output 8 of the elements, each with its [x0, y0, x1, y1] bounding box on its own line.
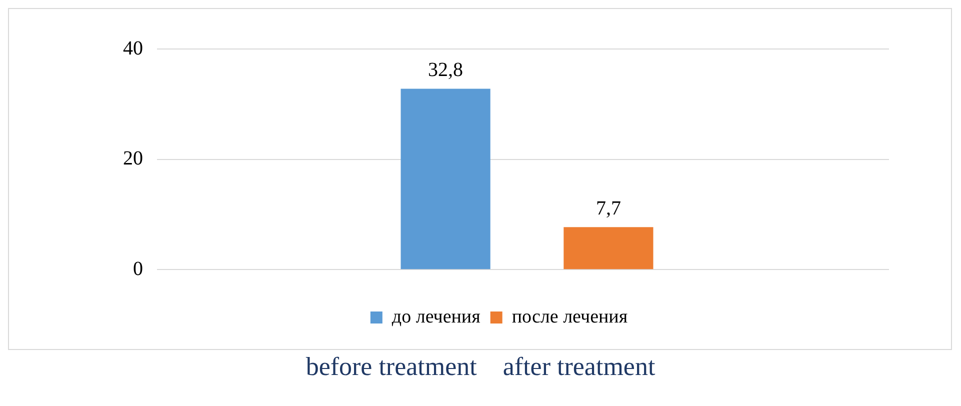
data-label: 32,8 — [428, 58, 464, 81]
data-label: 7,7 — [596, 197, 621, 220]
y-tick-label: 20 — [123, 148, 143, 170]
y-tick-label: 0 — [133, 258, 143, 280]
y-tick-label: 40 — [123, 37, 143, 60]
legend-label: после лечения — [512, 306, 628, 328]
text: before treatment after treatment — [304, 352, 656, 382]
legend-label: до лечения — [392, 306, 481, 328]
